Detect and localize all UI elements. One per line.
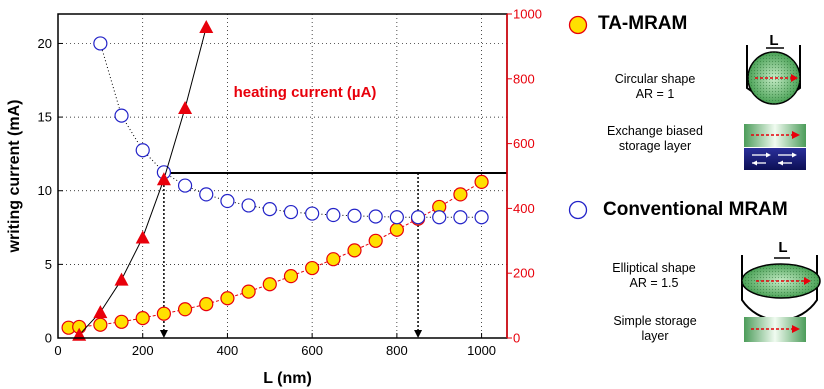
conventional-mram-point-9 — [283, 204, 299, 220]
series-line-1 — [99, 43, 482, 218]
circular-shape-caption-line1: Circular shape — [614, 72, 696, 86]
reference-arrowhead-1 — [414, 330, 423, 338]
simple-storage-layer-icon — [744, 317, 806, 342]
y-right-tick-label: 200 — [513, 266, 535, 281]
reference-lines — [159, 172, 507, 338]
x-tick-label: 1000 — [467, 343, 496, 358]
heating-current-point-4 — [156, 172, 171, 186]
exchange-layer-caption-line2: storage layer — [618, 139, 692, 153]
y-left-tick-label: 0 — [45, 331, 52, 346]
ta-mram-point-14 — [347, 243, 362, 258]
y-left-tick-label: 10 — [38, 183, 52, 198]
reference-arrowhead-0 — [159, 330, 168, 338]
y-left-tick-label: 20 — [38, 36, 52, 51]
x-tick-label: 800 — [386, 343, 408, 358]
y-right-tick-label: 800 — [513, 71, 535, 86]
elliptical-shape-caption-line1: Elliptical shape — [612, 261, 696, 275]
ta-mram-point-5 — [156, 306, 171, 321]
conventional-mram-point-17 — [453, 210, 468, 225]
simple-layer-caption-line1: Simple storage — [613, 314, 697, 328]
y-left-tick-label: 15 — [38, 110, 52, 125]
conventional-mram-point-18 — [474, 210, 489, 225]
y-right-tick-label: 400 — [513, 201, 535, 216]
elliptical-shape-caption-line2: AR = 1.5 — [629, 276, 679, 290]
conventional-mram-point-4 — [177, 178, 193, 193]
heating-current-point-6 — [199, 19, 214, 33]
elliptical-shape-caption: Elliptical shape AR = 1.5 — [584, 261, 724, 291]
conventional-mram-point-5 — [199, 187, 214, 202]
axes: 0 200 400 600 800 100005101520020040060080010… — [6, 7, 542, 388]
circular-shape-caption: Circular shape AR = 1 — [585, 72, 725, 102]
legend-title-ta-mram: TA-MRAM — [598, 13, 688, 34]
simple-layer-caption-line2: layer — [641, 329, 669, 343]
exchange-layer-caption-line1: Exchange biased — [607, 124, 703, 138]
circular-shape-icon — [746, 45, 801, 105]
plot-frame — [57, 13, 508, 339]
y-left-tick-label: 5 — [45, 257, 52, 272]
y-right-tick-label: 1000 — [513, 7, 542, 22]
conventional-mram-point-2 — [135, 143, 150, 158]
heating-current-point-5 — [178, 100, 193, 114]
conventional-mram-point-10 — [305, 206, 320, 221]
ta-mram-point-7 — [199, 297, 214, 312]
ta-mram-point-4 — [135, 311, 150, 326]
heating-current-point-1 — [93, 305, 108, 319]
heating-current-annotation: heating current (µA) — [234, 84, 377, 101]
conventional-mram-point-0 — [93, 36, 108, 51]
x-tick-label: 400 — [217, 343, 239, 358]
ta-mram-point-6 — [177, 302, 193, 317]
ta-mram-point-19 — [453, 187, 468, 202]
elliptical-shape-icon — [741, 255, 821, 322]
y-left-axis-label: writing current (mA) — [6, 100, 23, 254]
elliptical-length-label: L — [778, 239, 787, 256]
conventional-mram-point-15 — [410, 210, 426, 225]
series-layer — [61, 19, 489, 341]
x-tick-label: 600 — [301, 343, 323, 358]
ta-mram-point-13 — [326, 252, 341, 267]
ta-mram-point-20 — [474, 174, 489, 189]
conventional-mram-point-11 — [326, 207, 341, 223]
legend-title-conventional: Conventional MRAM — [603, 199, 788, 220]
y-right-tick-label: 0 — [513, 331, 520, 346]
x-tick-label: 200 — [132, 343, 154, 358]
simple-layer-caption: Simple storage layer — [585, 314, 725, 344]
conventional-mram-point-7 — [241, 198, 256, 213]
ta-mram-point-2 — [93, 317, 108, 332]
conventional-mram-point-6 — [220, 193, 235, 209]
conventional-mram-point-13 — [368, 209, 383, 224]
ta-mram-point-10 — [262, 277, 277, 292]
y-right-tick-label: 600 — [513, 136, 535, 151]
legend-marker-conventional — [568, 200, 588, 220]
circular-length-label: L — [769, 32, 778, 49]
x-tick-label: 0 — [54, 343, 61, 358]
ta-mram-point-15 — [368, 233, 383, 248]
exchange-biased-layer-icon — [744, 124, 806, 170]
circular-shape-caption-line2: AR = 1 — [635, 87, 675, 101]
conventional-mram-point-16 — [432, 210, 447, 225]
ta-mram-point-3 — [114, 314, 129, 329]
ta-mram-point-11 — [283, 269, 299, 284]
x-axis-label: L (nm) — [263, 370, 312, 387]
heating-current-point-2 — [114, 272, 129, 286]
series-line-0 — [68, 181, 482, 329]
heating-current-point-3 — [135, 230, 150, 244]
ta-mram-point-12 — [305, 260, 320, 276]
conventional-mram-point-1 — [114, 108, 129, 123]
exchange-layer-caption: Exchange biased storage layer — [585, 124, 725, 154]
conventional-mram-point-12 — [347, 208, 362, 223]
ta-mram-point-9 — [241, 284, 256, 299]
ta-mram-point-16 — [389, 222, 404, 237]
grid-lines — [58, 14, 507, 338]
ta-mram-point-8 — [220, 291, 235, 306]
conventional-mram-point-8 — [262, 202, 277, 217]
legend-marker-ta-mram — [568, 15, 588, 35]
conventional-mram-point-14 — [389, 210, 404, 225]
